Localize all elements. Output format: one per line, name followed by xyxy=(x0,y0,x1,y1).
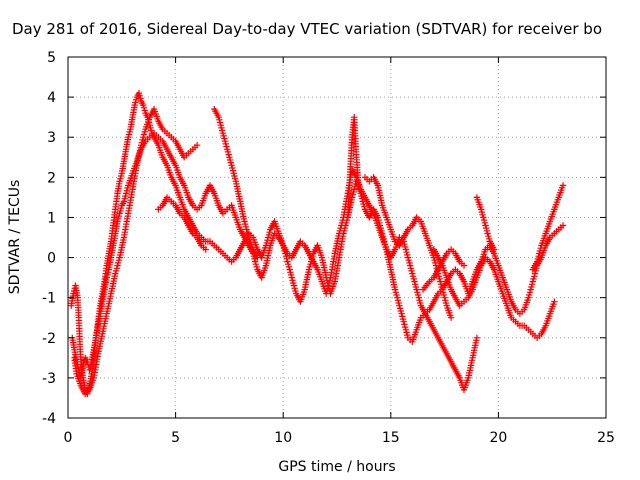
axis-ticks xyxy=(67,56,607,419)
x-tick-label: 5 xyxy=(171,430,180,446)
series-markers xyxy=(473,194,498,253)
y-tick-label: -1 xyxy=(42,291,56,307)
plot-frame xyxy=(67,56,607,419)
series-markers xyxy=(361,174,455,321)
x-tick-label: 25 xyxy=(597,430,615,446)
series-markers xyxy=(344,114,362,221)
y-tick-label: -2 xyxy=(42,331,56,347)
x-tick-label: 10 xyxy=(274,430,292,446)
series-markers xyxy=(155,194,209,253)
x-tick-label: 20 xyxy=(489,430,507,446)
y-tick-label: -4 xyxy=(42,411,56,427)
x-tick-labels: 0 5 10 15 20 25 xyxy=(64,430,615,446)
series-markers xyxy=(211,105,261,261)
y-axis-label: SDTVAR / TECUs xyxy=(7,180,23,295)
series-markers xyxy=(69,130,567,382)
series-markers xyxy=(71,105,201,398)
y-tick-label: 1 xyxy=(47,210,56,226)
y-tick-label: 4 xyxy=(47,90,56,106)
y-tick-label: 5 xyxy=(47,50,56,66)
chart-title: Day 281 of 2016, Sidereal Day-to-day VTE… xyxy=(12,20,602,38)
data-points xyxy=(68,89,567,398)
series-markers xyxy=(529,182,567,273)
series-markers xyxy=(430,246,558,341)
y-tick-label: 2 xyxy=(47,170,56,186)
x-tick-label: 0 xyxy=(64,430,73,446)
y-tick-label: 3 xyxy=(47,130,56,146)
x-tick-label: 15 xyxy=(382,430,400,446)
y-tick-label: -3 xyxy=(42,371,56,387)
y-tick-label: 0 xyxy=(47,251,56,267)
grid-lines xyxy=(68,57,606,418)
y-tick-labels: -4 -3 -2 -1 0 1 2 3 4 5 xyxy=(42,50,56,427)
x-axis-label: GPS time / hours xyxy=(278,459,395,475)
